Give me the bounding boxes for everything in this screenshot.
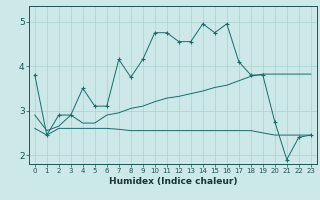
X-axis label: Humidex (Indice chaleur): Humidex (Indice chaleur): [108, 177, 237, 186]
